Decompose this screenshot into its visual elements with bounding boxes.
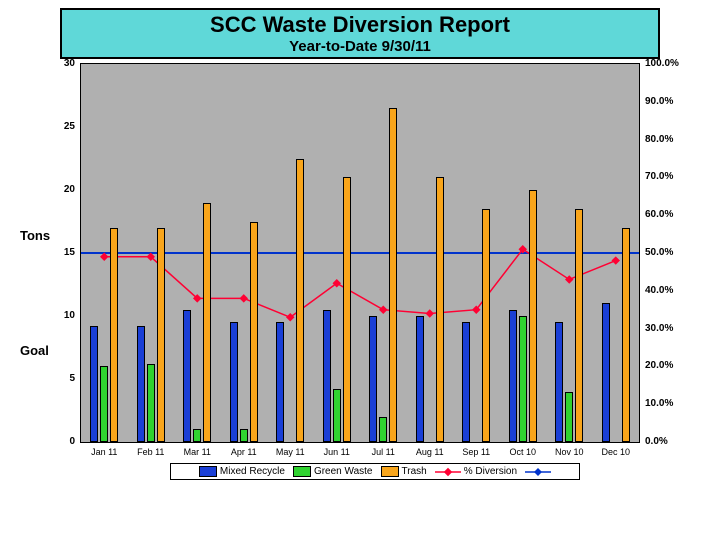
y-right-tick: 50.0% bbox=[645, 247, 695, 258]
y-axis-label-tons: Tons bbox=[20, 228, 50, 243]
bar-green_waste bbox=[147, 364, 155, 442]
pct-diversion-marker bbox=[612, 256, 620, 264]
y-left-tick: 25 bbox=[45, 121, 75, 132]
y-right-tick: 70.0% bbox=[645, 171, 695, 182]
bar-green_waste bbox=[240, 429, 248, 442]
y-right-tick: 10.0% bbox=[645, 398, 695, 409]
x-tick-label: Feb 11 bbox=[137, 447, 164, 457]
bar-trash bbox=[622, 228, 630, 442]
pct-diversion-line bbox=[104, 249, 616, 317]
y-right-tick: 20.0% bbox=[645, 360, 695, 371]
x-tick-label: Sep 11 bbox=[462, 447, 490, 457]
y-right-tick: 80.0% bbox=[645, 134, 695, 145]
pct-diversion-marker bbox=[426, 309, 434, 317]
bar-green_waste bbox=[193, 429, 201, 442]
bar-mixed_recycle bbox=[90, 326, 98, 442]
legend-mixed-recycle: Mixed Recycle bbox=[199, 466, 285, 477]
y-right-tick: 60.0% bbox=[645, 209, 695, 220]
legend: Mixed Recycle Green Waste Trash % Divers… bbox=[170, 463, 580, 480]
swatch-trash bbox=[381, 466, 399, 477]
legend-pct-diversion: % Diversion bbox=[435, 466, 517, 477]
swatch-empty bbox=[525, 467, 551, 477]
bar-mixed_recycle bbox=[602, 303, 610, 442]
y-right-tick: 100.0% bbox=[645, 58, 695, 69]
bar-mixed_recycle bbox=[137, 326, 145, 442]
bar-trash bbox=[343, 177, 351, 442]
report-title: SCC Waste Diversion Report bbox=[64, 12, 656, 38]
bar-trash bbox=[436, 177, 444, 442]
plot-area bbox=[81, 64, 639, 442]
bar-trash bbox=[389, 108, 397, 442]
swatch-pct-diversion bbox=[435, 467, 461, 477]
bar-green_waste bbox=[100, 366, 108, 442]
x-tick-label: May 11 bbox=[276, 447, 305, 457]
bar-mixed_recycle bbox=[230, 322, 238, 442]
y-axis-label-goal: Goal bbox=[20, 343, 49, 358]
y-right-tick: 90.0% bbox=[645, 96, 695, 107]
legend-trash: Trash bbox=[381, 466, 427, 477]
pct-diversion-marker bbox=[379, 305, 387, 313]
y-left-tick: 10 bbox=[45, 310, 75, 321]
bar-green_waste bbox=[333, 389, 341, 442]
y-left-tick: 5 bbox=[45, 373, 75, 384]
pct-diversion-marker bbox=[100, 253, 108, 261]
bar-trash bbox=[296, 159, 304, 443]
legend-green-waste: Green Waste bbox=[293, 466, 373, 477]
x-tick-label: Jun 11 bbox=[324, 447, 350, 457]
bar-mixed_recycle bbox=[323, 310, 331, 442]
bar-trash bbox=[157, 228, 165, 442]
x-tick-label: Dec 10 bbox=[601, 447, 630, 457]
legend-empty bbox=[525, 467, 551, 477]
bar-mixed_recycle bbox=[369, 316, 377, 442]
x-tick-label: Nov 10 bbox=[555, 447, 584, 457]
x-tick-label: Aug 11 bbox=[416, 447, 444, 457]
bar-green_waste bbox=[379, 417, 387, 442]
legend-label: Mixed Recycle bbox=[220, 466, 285, 477]
y-left-tick: 0 bbox=[45, 436, 75, 447]
x-tick-label: Oct 10 bbox=[509, 447, 536, 457]
bar-trash bbox=[110, 228, 118, 442]
bar-trash bbox=[482, 209, 490, 442]
legend-label: % Diversion bbox=[464, 466, 517, 477]
y-right-tick: 40.0% bbox=[645, 285, 695, 296]
bar-trash bbox=[203, 203, 211, 442]
swatch-mixed-recycle bbox=[199, 466, 217, 477]
report-subtitle: Year-to-Date 9/30/11 bbox=[64, 38, 656, 55]
pct-diversion-marker bbox=[565, 275, 573, 283]
y-left-tick: 30 bbox=[45, 58, 75, 69]
y-left-tick: 20 bbox=[45, 184, 75, 195]
y-right-tick: 0.0% bbox=[645, 436, 695, 447]
pct-diversion-marker bbox=[240, 294, 248, 302]
bar-trash bbox=[250, 222, 258, 443]
bar-mixed_recycle bbox=[416, 316, 424, 442]
x-tick-label: Apr 11 bbox=[231, 447, 257, 457]
legend-label: Green Waste bbox=[314, 466, 373, 477]
bar-mixed_recycle bbox=[276, 322, 284, 442]
bar-trash bbox=[575, 209, 583, 442]
x-tick-label: Mar 11 bbox=[184, 447, 211, 457]
legend-label: Trash bbox=[402, 466, 427, 477]
bar-green_waste bbox=[519, 316, 527, 442]
bar-mixed_recycle bbox=[183, 310, 191, 442]
x-tick-label: Jul 11 bbox=[372, 447, 395, 457]
bar-mixed_recycle bbox=[555, 322, 563, 442]
bar-trash bbox=[529, 190, 537, 442]
bar-green_waste bbox=[565, 392, 573, 442]
title-block: SCC Waste Diversion Report Year-to-Date … bbox=[60, 8, 660, 59]
x-tick-label: Jan 11 bbox=[91, 447, 117, 457]
y-right-tick: 30.0% bbox=[645, 323, 695, 334]
bar-mixed_recycle bbox=[509, 310, 517, 442]
bar-mixed_recycle bbox=[462, 322, 470, 442]
swatch-green-waste bbox=[293, 466, 311, 477]
chart-area: Tons Goal Mixed Recycle Green Waste Tras… bbox=[10, 63, 710, 483]
y-left-tick: 15 bbox=[45, 247, 75, 258]
